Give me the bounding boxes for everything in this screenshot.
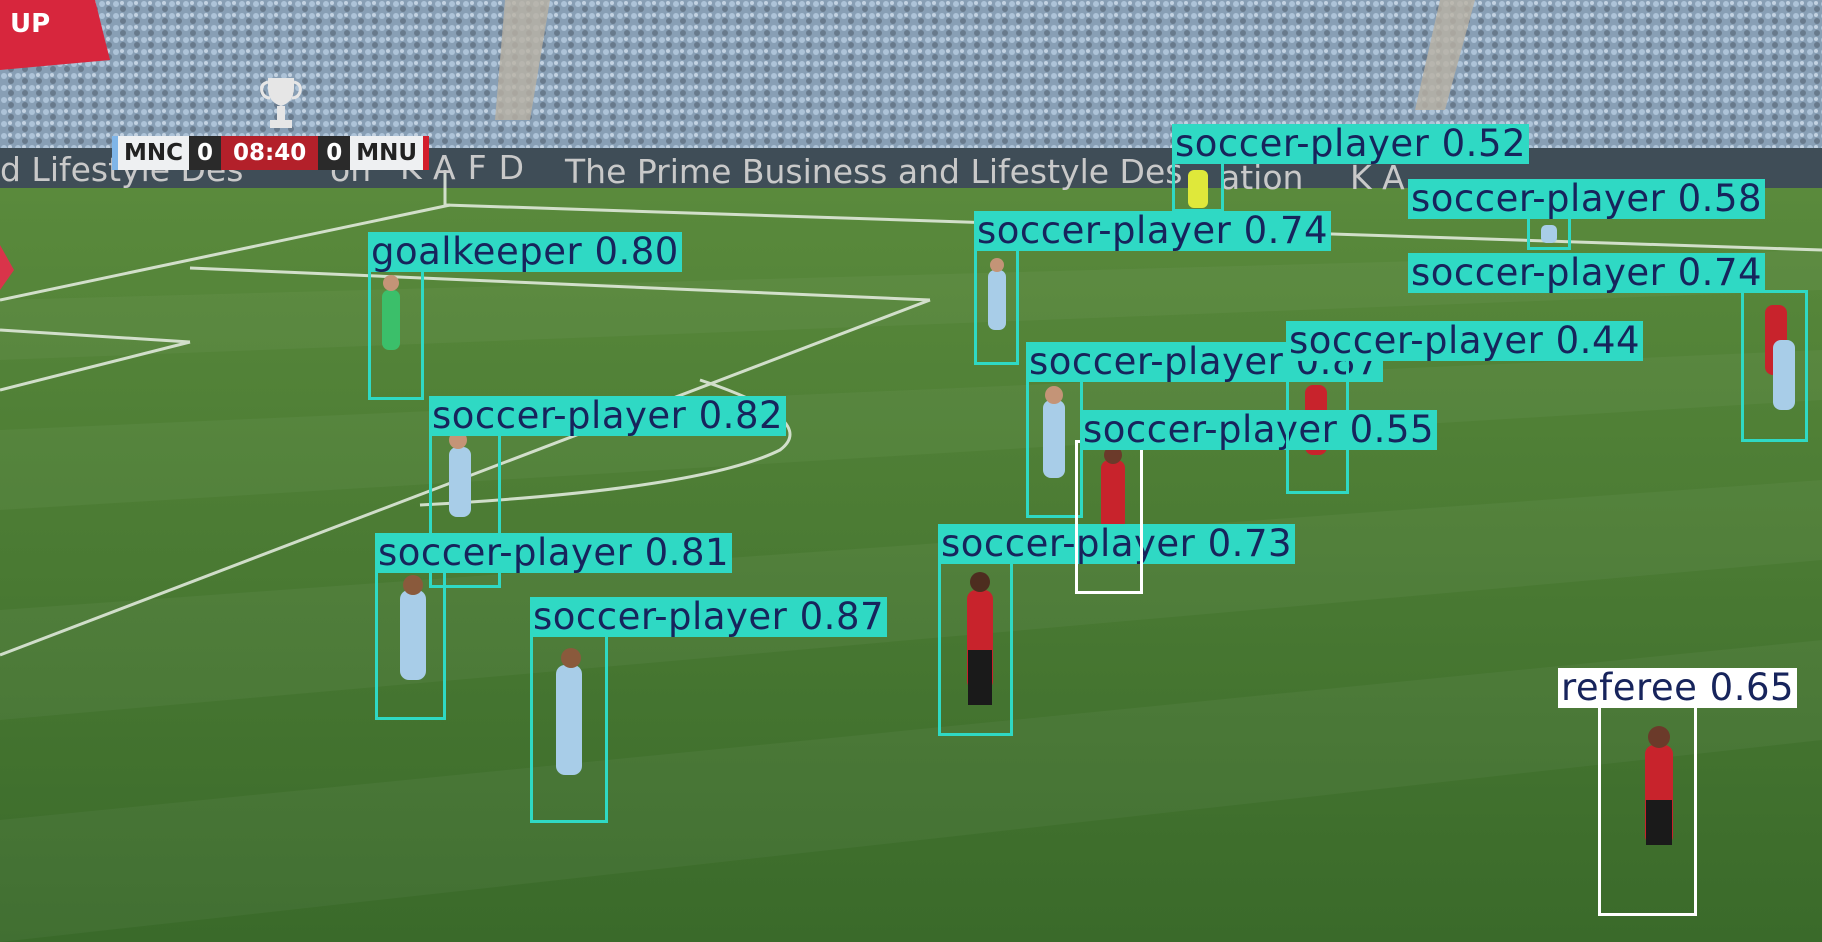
detection-box <box>1286 355 1349 494</box>
detection-label: soccer-player 0.52 <box>1172 124 1530 164</box>
detection-label: soccer-player 0.58 <box>1408 179 1766 219</box>
home-team-name: MNC <box>118 136 190 170</box>
home-team-stripe <box>112 136 118 170</box>
away-team-stripe <box>423 136 430 170</box>
match-clock: 08:40 <box>221 136 319 170</box>
trophy-icon <box>260 78 302 128</box>
scoreboard: MNC 0 08:40 0 MNU <box>112 136 430 170</box>
detection-label: referee 0.65 <box>1558 668 1798 708</box>
home-team-score: 0 <box>189 136 222 170</box>
detection-box <box>974 245 1019 365</box>
stand-stairs <box>495 0 550 120</box>
detection-label: soccer-player 0.55 <box>1080 410 1438 450</box>
detection-box <box>375 568 446 720</box>
detection-label: soccer-player 0.74 <box>974 211 1332 251</box>
detection-label: soccer-player 0.74 <box>1408 253 1766 293</box>
away-team-score: 0 <box>318 136 351 170</box>
detection-label: soccer-player 0.73 <box>938 524 1296 564</box>
detection-box <box>1598 702 1697 916</box>
detection-label: soccer-player 0.81 <box>375 533 733 573</box>
detection-label: soccer-player 0.82 <box>429 396 787 436</box>
detection-label: soccer-player 0.87 <box>530 597 888 637</box>
detection-box <box>1075 440 1143 594</box>
detection-box <box>368 265 424 400</box>
detection-box <box>1741 290 1808 442</box>
players <box>382 170 1795 845</box>
ad-board-text-main-tail: ation <box>1220 158 1304 197</box>
ad-board-text-main: The Prime Business and Lifestyle Des <box>565 152 1183 191</box>
detection-label: goalkeeper 0.80 <box>368 232 682 272</box>
cup-banner: UP <box>0 0 110 70</box>
detection-box <box>530 632 608 823</box>
detection-box <box>938 560 1013 736</box>
cup-banner-text: UP <box>10 9 50 39</box>
away-team-name: MNU <box>350 136 424 170</box>
detection-box <box>1172 160 1224 212</box>
ad-board-text-right: K A <box>1350 158 1405 197</box>
detection-label: soccer-player 0.44 <box>1286 321 1644 361</box>
